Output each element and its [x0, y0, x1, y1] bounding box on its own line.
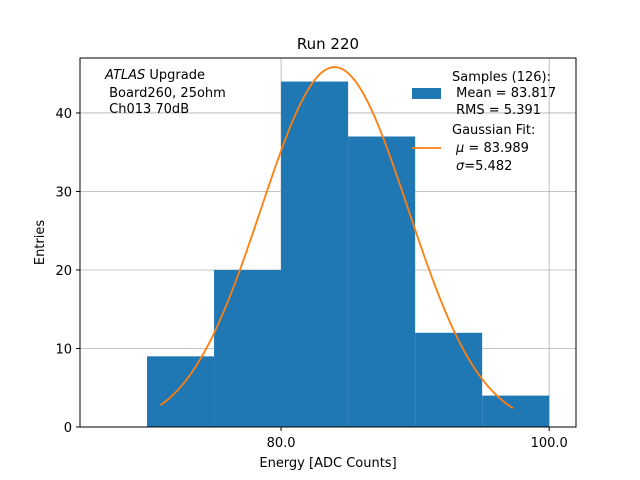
x-tick-label: 100.0: [531, 436, 568, 451]
annotation-upgrade: Upgrade: [145, 68, 205, 83]
y-tick-label: 40: [55, 107, 72, 122]
legend-fit-line-1: Gaussian Fit:: [452, 123, 535, 138]
annotation-line-2: Board260, 25ohm: [105, 86, 226, 101]
legend-fit-line-3: σ=5.482: [456, 159, 512, 174]
gaussian-fit-layer: [159, 66, 514, 409]
legend: Samples (126): Mean = 83.817 RMS = 5.391…: [412, 70, 556, 174]
legend-fit-mu-symbol: μ: [455, 141, 464, 156]
histogram-bar: [348, 136, 416, 428]
histogram-bar: [415, 332, 483, 427]
legend-fit-line-2: μ = 83.989: [455, 141, 529, 156]
atlas-annotation: ATLAS Upgrade Board260, 25ohm Ch013 70dB: [104, 68, 226, 117]
y-tick-label: 0: [64, 421, 72, 436]
y-axis-label: Entries: [33, 220, 48, 266]
legend-samples-swatch: [412, 88, 441, 99]
legend-samples-line-1: Samples (126):: [452, 70, 551, 85]
x-tick-label: 80.0: [267, 436, 296, 451]
histogram-bar: [214, 269, 282, 427]
x-axis-label: Energy [ADC Counts]: [259, 456, 396, 471]
legend-fit-sigma-symbol: σ: [456, 159, 465, 174]
legend-samples-line-2: Mean = 83.817: [452, 86, 556, 101]
chart-title: Run 220: [297, 35, 359, 53]
legend-fit-sigma-value: =5.482: [464, 159, 512, 174]
legend-fit-mu-value: = 83.989: [464, 141, 529, 156]
histogram-bar: [482, 395, 550, 427]
gaussian-fit-curve: [159, 66, 514, 409]
y-tick-label: 20: [55, 264, 72, 279]
histogram-bar: [147, 356, 215, 427]
y-tick-label: 30: [55, 185, 72, 200]
axis-ticks: 0 10 20 30 40 80.0 100.0: [55, 107, 567, 451]
y-tick-label: 10: [55, 342, 72, 357]
histogram-bars: [147, 81, 550, 428]
annotation-line-1: ATLAS Upgrade: [104, 68, 205, 83]
legend-samples-line-3: RMS = 5.391: [452, 103, 541, 118]
annotation-line-3: Ch013 70dB: [105, 102, 189, 117]
plot-frame: [79, 57, 577, 428]
annotation-atlas: ATLAS: [104, 68, 145, 83]
histogram-bar: [281, 81, 349, 427]
